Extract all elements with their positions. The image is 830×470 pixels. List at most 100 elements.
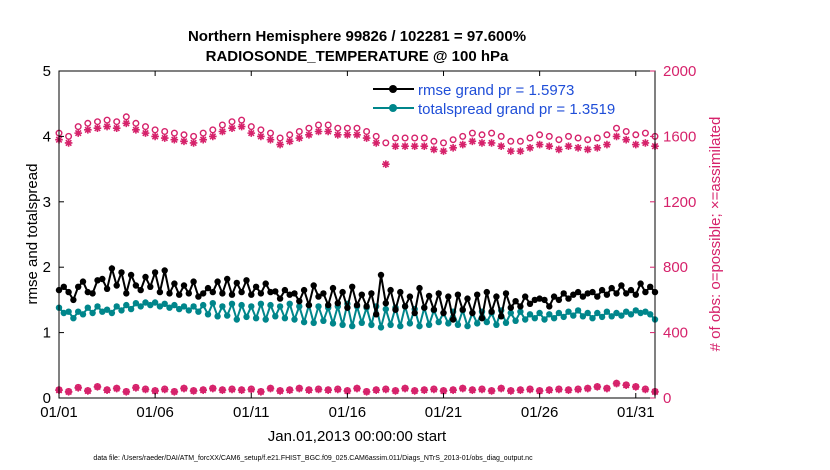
- rmse-point: [411, 309, 418, 317]
- rmse-point: [176, 291, 183, 298]
- rmse-point: [603, 291, 611, 298]
- plot-frame: [58, 70, 656, 399]
- obs-assimilated-point: [151, 132, 159, 141]
- rejected-assimilated-point: [266, 384, 275, 393]
- obs-assimilated-point: [401, 142, 409, 151]
- obs-possible-point: [516, 137, 524, 145]
- totalspread-point: [377, 324, 385, 331]
- totalspread-point: [156, 303, 164, 310]
- rmse-point: [315, 293, 322, 300]
- obs-possible-point: [392, 134, 400, 142]
- rmse-point: [276, 295, 284, 302]
- x-tick-label: 01/31: [617, 404, 655, 421]
- legend-rmse-label: rmse grand pr = 1.5973: [418, 82, 574, 99]
- totalspread-point: [132, 300, 140, 307]
- totalspread-point: [200, 301, 207, 309]
- rmse-point: [344, 304, 351, 311]
- rejected-assimilated-point: [555, 385, 563, 394]
- totalspread-point: [180, 303, 188, 310]
- rmse-point: [512, 298, 519, 305]
- totalspread-point: [176, 305, 183, 313]
- rmse-point: [204, 284, 212, 292]
- rejected-assimilated-point: [545, 386, 554, 394]
- rmse-point: [536, 295, 543, 302]
- obs-possible-point: [459, 132, 467, 140]
- totalspread-point: [565, 308, 572, 315]
- totalspread-point: [406, 320, 414, 327]
- totalspread-point: [647, 311, 654, 318]
- obs-possible-point: [468, 129, 476, 137]
- totalspread-point: [108, 309, 116, 317]
- x-tick-label: 01/11: [233, 404, 269, 421]
- obs-assimilated-point: [603, 140, 611, 149]
- rmse-point: [522, 293, 529, 300]
- obs-assimilated-point: [112, 124, 121, 133]
- rmse-point: [368, 290, 375, 297]
- rejected-assimilated-point: [257, 387, 265, 396]
- totalspread-point: [507, 309, 514, 317]
- totalspread-point: [147, 301, 154, 309]
- rejected-assimilated-point: [574, 385, 582, 394]
- totalspread-point: [262, 316, 269, 323]
- obs-assimilated-point: [391, 142, 400, 151]
- rmse-point: [286, 291, 293, 298]
- rmse-point: [339, 288, 346, 296]
- rmse-point: [70, 296, 77, 304]
- totalspread-point: [349, 322, 356, 330]
- obs-assimilated-point: [257, 132, 265, 141]
- rejected-assimilated-point: [228, 385, 236, 394]
- rmse-point: [531, 296, 538, 304]
- totalspread-point: [79, 311, 87, 318]
- obs-assimilated-point: [564, 142, 573, 151]
- rejected-assimilated-point: [497, 384, 505, 393]
- rmse-point: [363, 303, 370, 310]
- rejected-assimilated-point: [295, 384, 304, 393]
- rejected-assimilated-point: [430, 385, 438, 394]
- rmse-point: [584, 290, 591, 297]
- totalspread-point: [522, 316, 529, 323]
- rmse-point: [555, 296, 563, 304]
- y-axis-label: rmse and totalspread: [24, 164, 41, 305]
- obs-assimilated-point: [372, 139, 381, 147]
- rmse-point: [156, 288, 164, 296]
- y-right-tick-label: 2000: [663, 63, 696, 80]
- totalspread-point: [603, 308, 611, 315]
- totalspread-point: [536, 309, 543, 317]
- y-right-tick-label: 1600: [663, 128, 696, 145]
- totalspread-point: [195, 308, 202, 315]
- totalspread-point: [526, 311, 534, 318]
- rmse-point: [550, 293, 558, 300]
- rmse-point: [353, 301, 361, 309]
- rejected-assimilated-point: [372, 386, 381, 394]
- totalspread-point: [574, 307, 582, 314]
- rejected-assimilated-point: [507, 387, 515, 395]
- rmse-point: [142, 273, 149, 281]
- y-axis-right-label: # of obs: o=possible; ×=assimilated: [707, 117, 724, 352]
- rmse-point: [382, 300, 389, 307]
- obs-assimilated-point: [132, 126, 140, 134]
- obs-assimilated-point: [516, 147, 525, 155]
- rmse-point: [224, 275, 231, 283]
- totalspread-point: [161, 300, 168, 307]
- rejected-assimilated-point: [141, 385, 150, 394]
- totalspread-point: [94, 303, 101, 310]
- obs-assimilated-point: [314, 127, 323, 136]
- totalspread-point: [397, 322, 404, 330]
- totalspread-point: [214, 313, 221, 320]
- obs-assimilated-point: [545, 142, 554, 151]
- rmse-point: [320, 290, 327, 297]
- totalspread-point: [204, 311, 212, 318]
- y-right-tick-label: 1200: [663, 194, 696, 211]
- totalspread-point: [512, 317, 519, 324]
- totalspread-point: [65, 308, 72, 315]
- rejected-assimilated-point: [641, 385, 650, 394]
- totalspread-point: [579, 313, 587, 320]
- rejected-assimilated-point: [564, 386, 573, 394]
- totalspread-point: [454, 321, 462, 328]
- y-tick-label: 0: [43, 390, 51, 407]
- obs-assimilated-point: [641, 139, 650, 147]
- obs-assimilated-point: [276, 140, 284, 149]
- rejected-assimilated-point: [285, 386, 294, 394]
- obs-assimilated-point: [430, 145, 438, 154]
- rejected-assimilated-point: [314, 385, 323, 394]
